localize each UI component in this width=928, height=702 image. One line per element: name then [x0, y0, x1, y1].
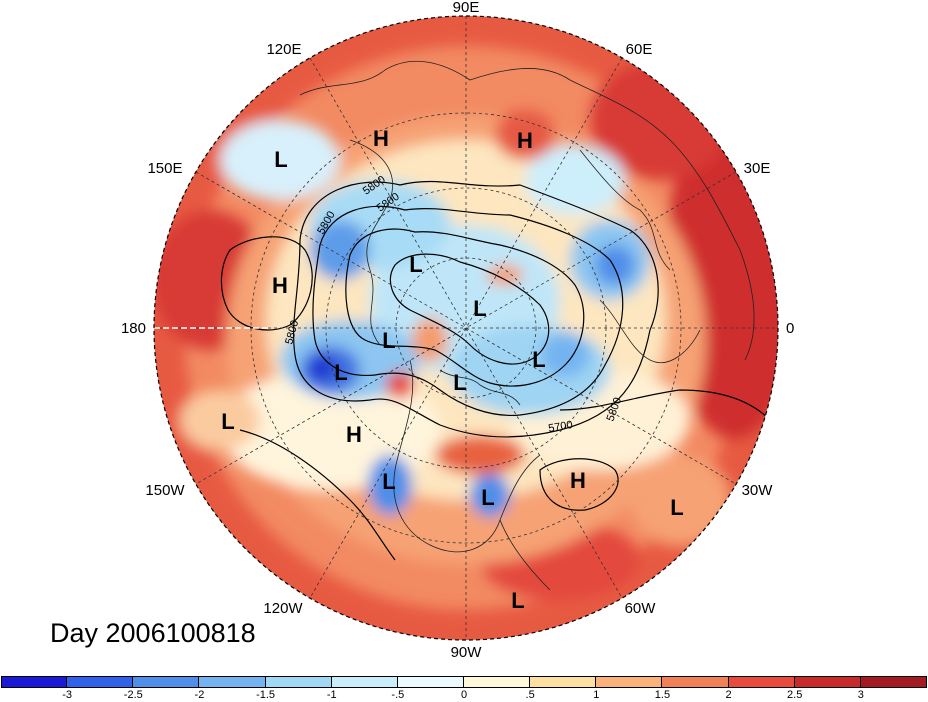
lon-label-60w: 60W	[625, 600, 657, 617]
lon-label-30w: 30W	[742, 482, 774, 499]
pressure-center-l: L	[382, 469, 395, 494]
pressure-center-h: H	[373, 126, 389, 151]
pressure-center-l: L	[274, 147, 287, 172]
colorbar-tick-label: 2	[725, 689, 732, 701]
plot-title: Day 2006100818	[50, 618, 256, 648]
colorbar-tick-label: -.5	[391, 689, 405, 701]
colorbar-swatch	[133, 676, 200, 688]
colorbar-swatch	[596, 676, 663, 688]
lon-label-150e: 150E	[147, 160, 182, 177]
graticule	[154, 16, 778, 640]
colorbar-swatch	[67, 676, 134, 688]
colorbar-swatch	[860, 676, 927, 688]
colorbar-tick-label: -2.5	[123, 689, 143, 701]
pressure-center-h: H	[570, 468, 586, 493]
colorbar-swatch	[662, 676, 729, 688]
pressure-centers: H H L H L L L L L L H L L L H L L	[221, 126, 683, 613]
pressure-center-l: L	[409, 252, 422, 277]
colorbar-swatch	[397, 676, 464, 688]
pressure-center-l: L	[473, 296, 486, 321]
pressure-center-h: H	[517, 128, 533, 153]
colorbar-swatch	[530, 676, 597, 688]
pressure-center-l: L	[453, 370, 466, 395]
lon-label-150w: 150W	[145, 482, 185, 499]
pressure-center-l: L	[670, 495, 683, 520]
lon-label-30e: 30E	[744, 160, 771, 177]
colorbar-swatch	[1, 676, 68, 688]
lon-label-120e: 120E	[266, 41, 301, 58]
colorbar-tick-label: -1.5	[256, 689, 276, 701]
contour-label: 5700	[547, 419, 573, 435]
colorbar-swatch	[265, 676, 332, 688]
lon-label-180: 180	[121, 320, 146, 337]
colorbar-tick-label: 1	[593, 689, 600, 701]
pressure-center-l: L	[532, 347, 545, 372]
pressure-center-h: H	[346, 422, 362, 447]
pressure-center-h: H	[272, 273, 288, 298]
colorbar-swatch	[464, 676, 531, 688]
colorbar-tick-label: -3	[62, 689, 73, 701]
longitude-labels: 90E 60E 30E 0 30W 60W 90W 120W 150W 180 …	[121, 0, 794, 661]
colorbar-swatch	[728, 676, 795, 688]
map-boundary	[153, 15, 779, 641]
pressure-center-l: L	[511, 588, 524, 613]
colorbar-tick-label: 0	[460, 689, 468, 701]
lon-label-60e: 60E	[626, 41, 653, 58]
colorbar-tick-label: 2.5	[787, 689, 803, 701]
lon-label-90w: 90W	[451, 644, 483, 661]
colorbar: -3 -2.5 -2 -1.5 -1 -.5 0 .5 1 1.5 2 2.5 3	[0, 676, 928, 702]
height-contours	[220, 180, 771, 561]
colorbar-tick-label: .5	[525, 689, 535, 701]
colorbar-tick-label: 3	[857, 689, 864, 701]
coastlines	[299, 60, 755, 591]
colorbar-swatch	[331, 676, 398, 688]
lon-label-120w: 120W	[263, 600, 303, 617]
pressure-center-l: L	[481, 485, 494, 510]
pressure-center-l: L	[382, 328, 395, 353]
lon-label-0: 0	[786, 320, 794, 337]
colorbar-tick-label: 1.5	[654, 689, 671, 701]
lon-label-90e: 90E	[453, 0, 480, 16]
colorbar-swatch	[199, 676, 266, 688]
colorbar-swatch	[794, 676, 861, 688]
colorbar-tick-label: -2	[194, 689, 205, 701]
pressure-center-l: L	[334, 360, 347, 385]
pressure-center-l: L	[221, 409, 234, 434]
colorbar-tick-label: -1	[326, 689, 337, 701]
